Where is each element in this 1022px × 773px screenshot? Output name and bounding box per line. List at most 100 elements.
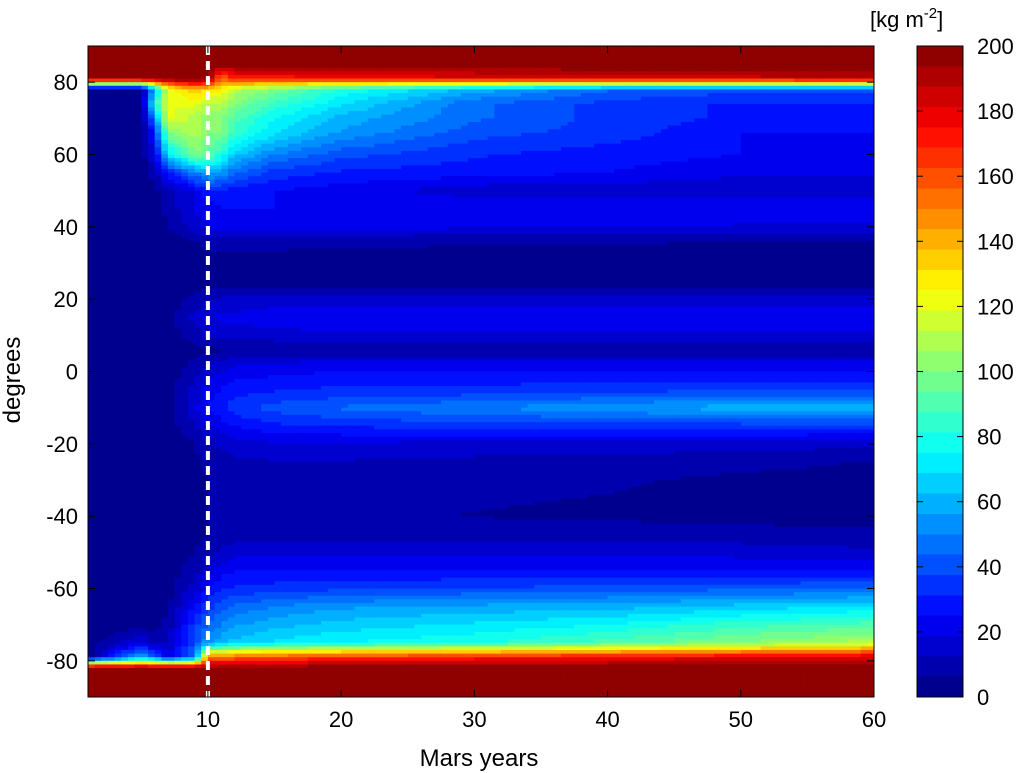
heatmap-cell bbox=[801, 194, 808, 198]
heatmap-cell bbox=[141, 115, 148, 119]
heatmap-cell bbox=[354, 187, 361, 191]
heatmap-cell bbox=[334, 133, 341, 137]
heatmap-cell bbox=[108, 100, 115, 104]
heatmap-cell bbox=[88, 194, 95, 198]
heatmap-cell bbox=[854, 89, 861, 93]
heatmap-cell bbox=[175, 187, 182, 191]
heatmap-cell bbox=[721, 194, 728, 198]
heatmap-cell bbox=[767, 64, 774, 68]
heatmap-cell bbox=[488, 71, 495, 75]
heatmap-cell bbox=[594, 173, 601, 177]
heatmap-cell bbox=[781, 122, 788, 126]
heatmap-cell bbox=[568, 136, 575, 140]
heatmap-cell bbox=[641, 133, 648, 137]
heatmap-cell bbox=[128, 107, 135, 111]
heatmap-cell bbox=[634, 60, 641, 64]
heatmap-cell bbox=[468, 136, 475, 140]
heatmap-cell bbox=[707, 71, 714, 75]
heatmap-cell bbox=[121, 183, 128, 187]
heatmap-cell bbox=[494, 144, 501, 148]
heatmap-cell bbox=[687, 151, 694, 155]
heatmap-cell bbox=[674, 97, 681, 101]
heatmap-cell bbox=[275, 194, 282, 198]
heatmap-cell bbox=[761, 180, 768, 184]
heatmap-cell bbox=[488, 57, 495, 61]
heatmap-cell bbox=[155, 126, 162, 130]
heatmap-cell bbox=[374, 126, 381, 130]
heatmap-cell bbox=[301, 140, 308, 144]
heatmap-cell bbox=[508, 173, 515, 177]
heatmap-cell bbox=[754, 169, 761, 173]
heatmap-cell bbox=[128, 151, 135, 155]
heatmap-cell bbox=[694, 147, 701, 151]
heatmap-cell bbox=[248, 183, 255, 187]
heatmap-cell bbox=[727, 169, 734, 173]
heatmap-cell bbox=[121, 187, 128, 191]
heatmap-cell bbox=[228, 107, 235, 111]
heatmap-cell bbox=[701, 176, 708, 180]
heatmap-cell bbox=[554, 173, 561, 177]
heatmap-cell bbox=[721, 133, 728, 137]
heatmap-cell bbox=[854, 183, 861, 187]
heatmap-cell bbox=[747, 169, 754, 173]
heatmap-cell bbox=[448, 50, 455, 54]
heatmap-cell bbox=[514, 122, 521, 126]
heatmap-cell bbox=[807, 144, 814, 148]
heatmap-cell bbox=[741, 86, 748, 90]
heatmap-cell bbox=[521, 122, 528, 126]
heatmap-cell bbox=[794, 57, 801, 61]
heatmap-cell bbox=[434, 111, 441, 115]
heatmap-cell bbox=[861, 75, 868, 79]
heatmap-cell bbox=[255, 111, 262, 115]
heatmap-cell bbox=[548, 144, 555, 148]
heatmap-cell bbox=[421, 50, 428, 54]
heatmap-cell bbox=[801, 111, 808, 115]
heatmap-cell bbox=[261, 86, 268, 90]
heatmap-cell bbox=[727, 71, 734, 75]
heatmap-cell bbox=[561, 151, 568, 155]
heatmap-cell bbox=[648, 60, 655, 64]
heatmap-cell bbox=[794, 155, 801, 159]
heatmap-cell bbox=[221, 89, 228, 93]
heatmap-cell bbox=[634, 169, 641, 173]
heatmap-cell bbox=[261, 50, 268, 54]
heatmap-cell bbox=[235, 100, 242, 104]
heatmap-cell bbox=[115, 136, 122, 140]
heatmap-cell bbox=[614, 104, 621, 108]
heatmap-cell bbox=[374, 79, 381, 83]
heatmap-cell bbox=[361, 169, 368, 173]
heatmap-cell bbox=[528, 122, 535, 126]
heatmap-cell bbox=[601, 173, 608, 177]
heatmap-cell bbox=[255, 165, 262, 169]
heatmap-cell bbox=[155, 71, 162, 75]
heatmap-cell bbox=[734, 155, 741, 159]
heatmap-cell bbox=[514, 50, 521, 54]
heatmap-cell bbox=[827, 115, 834, 119]
heatmap-cell bbox=[674, 151, 681, 155]
heatmap-cell bbox=[121, 155, 128, 159]
heatmap-cell bbox=[235, 82, 242, 86]
heatmap-cell bbox=[634, 104, 641, 108]
heatmap-cell bbox=[148, 180, 155, 184]
heatmap-cell bbox=[687, 104, 694, 108]
heatmap-cell bbox=[188, 86, 195, 90]
heatmap-cell bbox=[421, 191, 428, 195]
heatmap-cell bbox=[581, 183, 588, 187]
heatmap-cell bbox=[328, 155, 335, 159]
heatmap-cell bbox=[814, 158, 821, 162]
heatmap-cell bbox=[148, 60, 155, 64]
heatmap-cell bbox=[628, 100, 635, 104]
heatmap-cell bbox=[581, 136, 588, 140]
heatmap-cell bbox=[248, 82, 255, 86]
heatmap-cell bbox=[641, 107, 648, 111]
heatmap-cell bbox=[648, 100, 655, 104]
heatmap-cell bbox=[727, 115, 734, 119]
heatmap-cell bbox=[601, 97, 608, 101]
heatmap-cell bbox=[95, 50, 102, 54]
heatmap-cell bbox=[148, 194, 155, 198]
heatmap-cell bbox=[135, 57, 142, 61]
heatmap-cell bbox=[101, 104, 108, 108]
heatmap-cell bbox=[628, 191, 635, 195]
heatmap-cell bbox=[241, 165, 248, 169]
heatmap-cell bbox=[694, 50, 701, 54]
